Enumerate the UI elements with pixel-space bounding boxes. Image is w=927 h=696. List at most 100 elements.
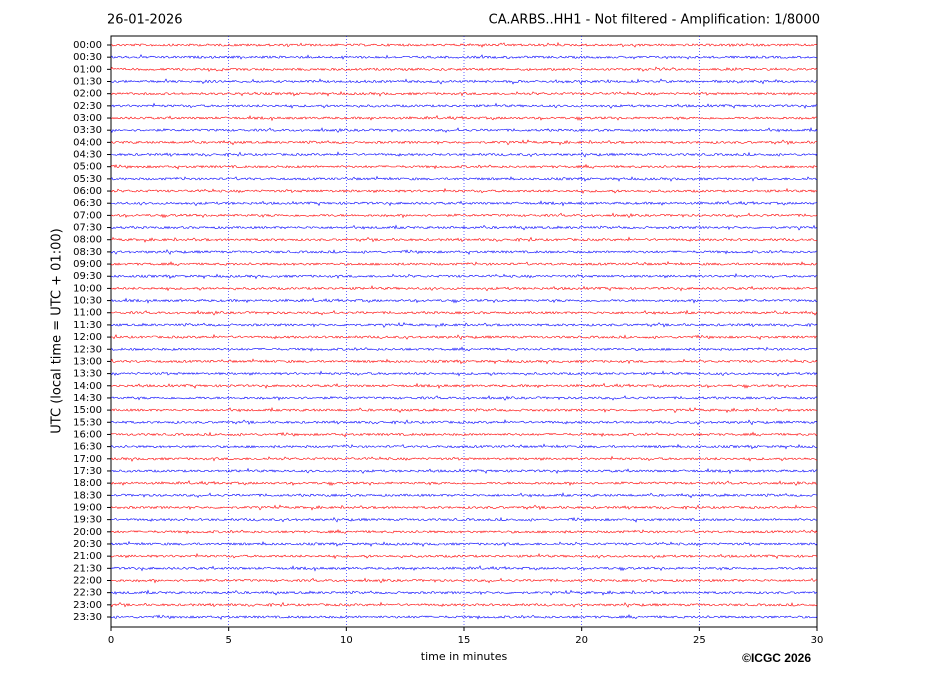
- x-tick-label: 10: [340, 635, 353, 646]
- y-tick-label: 20:00: [73, 527, 102, 538]
- y-tick-label: 18:00: [73, 478, 102, 489]
- y-tick-label: 21:00: [73, 551, 102, 562]
- trace: [110, 322, 818, 328]
- trace: [110, 163, 818, 170]
- trace: [110, 175, 818, 182]
- trace: [110, 66, 818, 72]
- y-tick-label: 05:00: [73, 162, 102, 173]
- trace: [110, 224, 818, 231]
- y-tick-label: 02:00: [73, 89, 102, 100]
- y-tick-label: 11:00: [73, 308, 102, 319]
- y-tick-label: 22:30: [73, 588, 102, 599]
- trace: [110, 431, 818, 438]
- trace: [110, 565, 818, 572]
- y-tick-label: 15:00: [73, 405, 102, 416]
- trace: [110, 127, 818, 134]
- y-tick-label: 03:00: [73, 113, 102, 124]
- y-tick-label: 01:00: [73, 64, 102, 75]
- y-tick-label: 23:00: [73, 600, 102, 611]
- trace: [110, 455, 818, 462]
- x-tick-label: 25: [693, 635, 706, 646]
- y-tick-label: 06:30: [73, 198, 102, 209]
- trace: [110, 249, 818, 255]
- trace: [110, 504, 818, 511]
- trace: [110, 614, 818, 621]
- trace: [110, 540, 818, 548]
- y-tick-label: 04:00: [73, 137, 102, 148]
- x-tick-label: 20: [575, 635, 588, 646]
- y-axis-label: UTC (local time = UTC + 01:00): [50, 228, 65, 433]
- x-tick-label: 15: [458, 635, 471, 646]
- y-tick-label: 03:30: [73, 125, 102, 136]
- y-tick-label: 02:30: [73, 101, 102, 112]
- date: 26-01-2026: [107, 13, 183, 28]
- trace: [111, 467, 818, 475]
- y-tick-label: 12:30: [73, 344, 102, 355]
- y-tick-label: 17:30: [73, 466, 102, 477]
- trace: [111, 516, 818, 523]
- y-tick-label: 07:00: [73, 210, 102, 221]
- y-tick-label: 13:00: [73, 356, 102, 367]
- y-tick-label: 00:00: [73, 40, 102, 51]
- trace: [110, 212, 818, 219]
- trace: [110, 480, 818, 487]
- y-tick-label: 19:30: [73, 515, 102, 526]
- y-tick-label: 08:30: [73, 247, 102, 258]
- plot-frame: [110, 35, 818, 628]
- y-tick-label: 01:30: [73, 77, 102, 88]
- y-tick-label: 09:30: [73, 271, 102, 282]
- y-tick-label: 06:00: [73, 186, 102, 197]
- y-tick-label: 20:30: [73, 539, 102, 550]
- y-tick-label: 07:30: [73, 223, 102, 234]
- trace: [110, 577, 818, 584]
- y-tick-label: 16:00: [73, 429, 102, 440]
- y-tick-label: 10:00: [73, 283, 102, 294]
- trace: [110, 395, 818, 401]
- y-tick-label: 14:30: [73, 393, 102, 404]
- trace: [110, 419, 818, 426]
- y-tick-label: 22:00: [73, 575, 102, 586]
- y-tick-label: 19:00: [73, 502, 102, 513]
- y-tick-label: 11:30: [73, 320, 102, 331]
- trace: [111, 309, 818, 316]
- y-tick-label: 10:30: [73, 296, 102, 307]
- y-tick-label: 08:00: [73, 235, 102, 246]
- trace: [110, 54, 818, 60]
- y-tick-label: 16:30: [73, 442, 102, 453]
- trace: [110, 273, 818, 280]
- y-tick-label: 14:00: [73, 381, 102, 392]
- trace: [110, 601, 818, 608]
- trace: [110, 200, 818, 207]
- trace: [111, 151, 818, 158]
- credit: ©ICGC 2026: [742, 651, 811, 665]
- trace: [110, 91, 818, 97]
- y-tick-label: 23:30: [73, 612, 102, 623]
- x-axis-label: time in minutes: [421, 650, 508, 663]
- trace: [111, 492, 818, 499]
- y-tick-label: 09:00: [73, 259, 102, 270]
- trace: [110, 285, 818, 292]
- trace: [110, 333, 818, 341]
- y-tick-label: 21:30: [73, 563, 102, 574]
- trace: [110, 382, 818, 389]
- trace: [110, 187, 818, 194]
- trace: [111, 528, 818, 535]
- trace: [110, 260, 818, 266]
- trace: [110, 589, 818, 596]
- y-tick-label: 13:30: [73, 369, 102, 380]
- y-tick-label: 17:00: [73, 454, 102, 465]
- trace: [110, 406, 817, 414]
- trace: [110, 78, 818, 85]
- trace: [110, 552, 818, 560]
- trace: [110, 297, 818, 304]
- trace: [110, 102, 818, 109]
- chart-title: CA.ARBS..HH1 - Not filtered - Amplificat…: [489, 13, 820, 28]
- trace: [110, 443, 818, 450]
- trace: [110, 114, 818, 122]
- x-tick-label: 0: [108, 635, 114, 646]
- y-tick-label: 04:30: [73, 150, 102, 161]
- trace: [110, 358, 818, 365]
- trace: [111, 236, 818, 243]
- trace: [110, 370, 818, 377]
- x-tick-label: 5: [225, 635, 231, 646]
